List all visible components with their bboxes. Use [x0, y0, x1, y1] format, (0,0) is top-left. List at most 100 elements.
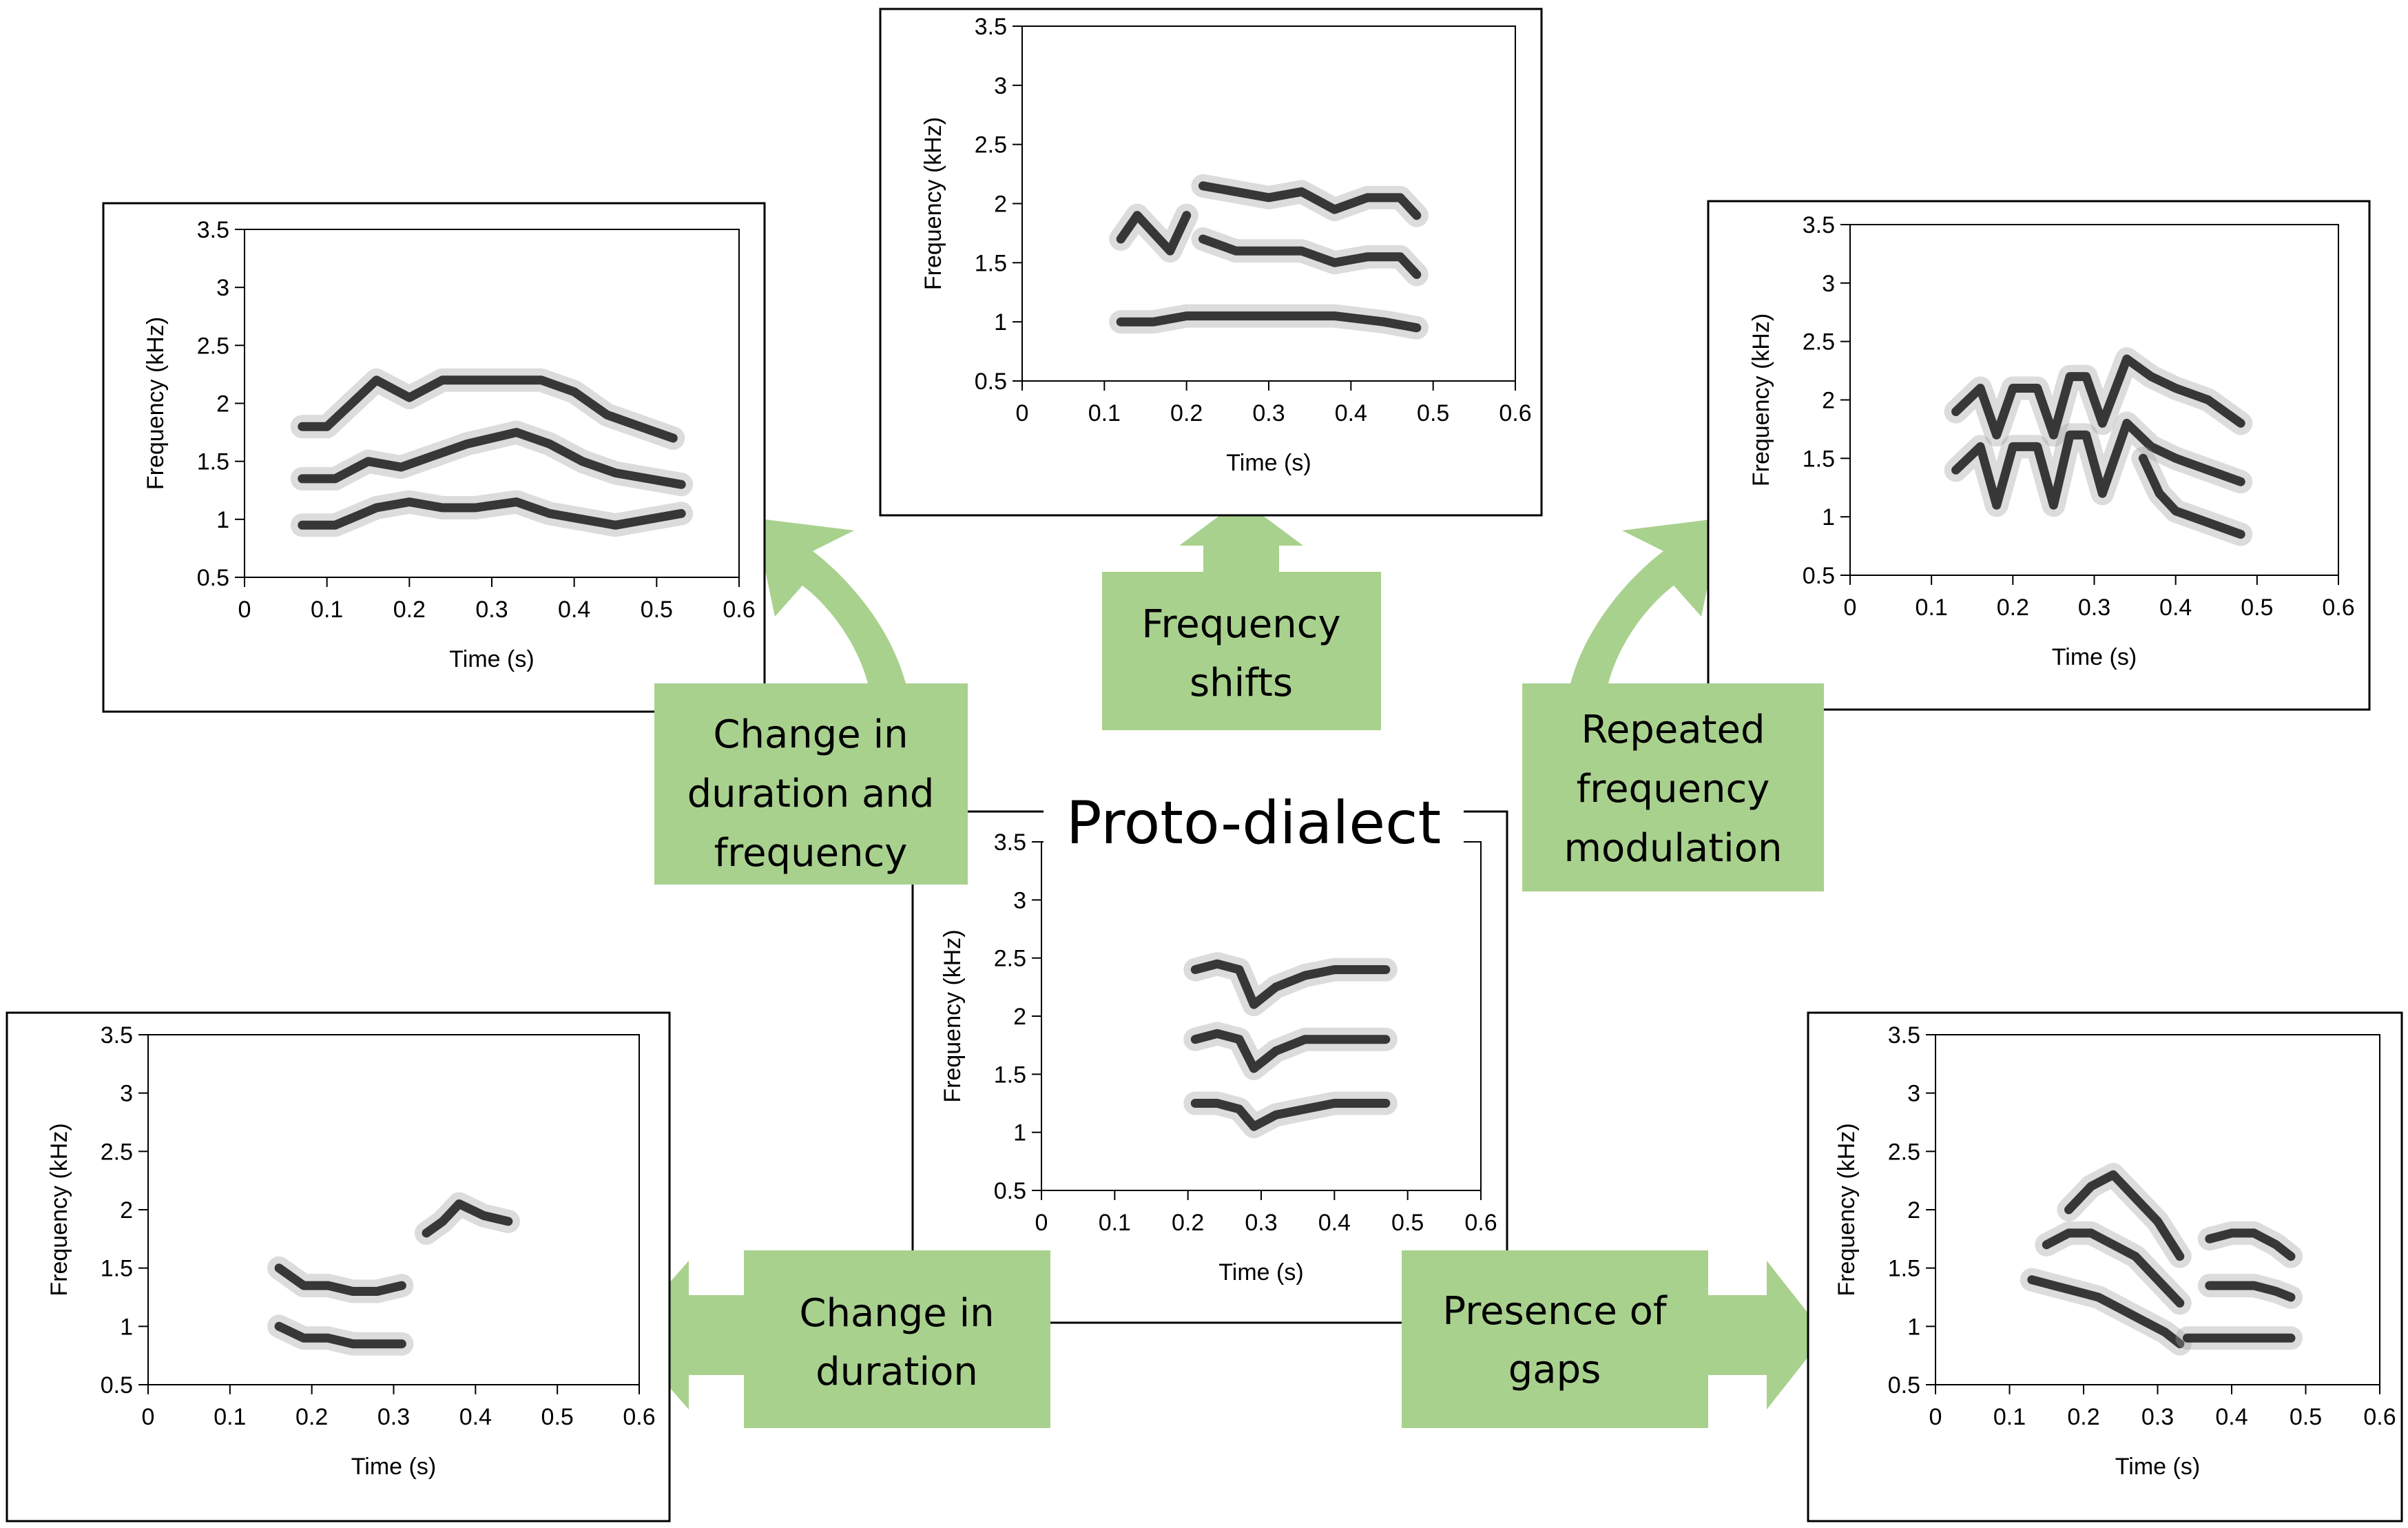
y-tick-label: 3: [1907, 1081, 1920, 1107]
label-frequency-shifts: Frequency shifts: [1102, 572, 1381, 730]
y-tick-label: 0.5: [1888, 1372, 1920, 1398]
harmonic-band: [1951, 354, 2245, 440]
x-tick-label: 0.5: [1391, 1210, 1424, 1236]
harmonic-band: [274, 1321, 406, 1349]
x-tick-label: 0.5: [1417, 400, 1449, 426]
y-tick-label: 0.5: [994, 1178, 1026, 1204]
title-backing: [1044, 778, 1464, 861]
x-tick-label: 0.2: [1170, 400, 1203, 426]
y-tick-label: 3: [216, 275, 229, 301]
label-line: Presence of: [1442, 1289, 1667, 1334]
duration-and-frequency-spectrogram: 0.5 1 1.5 2 2.5 3 3.5 0 0.1 0.2 0.3 0.4 0.5 0.6 Time (…: [143, 217, 756, 672]
y-tick-label: 1: [994, 309, 1007, 335]
x-tick-label: 0: [142, 1404, 155, 1430]
label-line: Change in: [713, 712, 908, 757]
y-tick-label: 0.5: [101, 1372, 133, 1398]
label-box: [1522, 683, 1824, 891]
y-tick-label: 1: [216, 507, 229, 533]
y-tick-label: 3: [994, 73, 1007, 99]
label-line: modulation: [1564, 826, 1783, 871]
y-tick-label: 1.5: [975, 250, 1007, 276]
y-tick-label: 0.5: [197, 565, 229, 591]
harmonic-band: [2205, 1281, 2296, 1302]
y-tick-label: 2: [1907, 1197, 1920, 1224]
y-tick-label: 2.5: [101, 1139, 133, 1165]
label-box: [1402, 1250, 1708, 1428]
y-tick-label: 1.5: [1888, 1256, 1920, 1282]
x-tick-label: 0.4: [2215, 1404, 2248, 1430]
label-line: duration: [816, 1350, 978, 1394]
label-line: shifts: [1190, 661, 1293, 705]
y-tick-label: 2.5: [1888, 1139, 1920, 1165]
x-tick-label: 0.1: [214, 1404, 246, 1430]
frequency-shifts-spectrogram: 0.5 1 1.5 2 2.5 3 3.5 0 0.1 0.2 0.3 0.4 0.5 0.6 Time (…: [920, 14, 1532, 476]
y-tick-label: 3.5: [101, 1022, 133, 1049]
y-tick-label: 2: [1822, 388, 1835, 414]
label-line: Frequency: [1141, 602, 1340, 647]
x-axis-label: Time (s): [351, 1454, 436, 1480]
y-tick-label: 0.5: [1803, 563, 1835, 589]
gaps-spectrogram: 0.5 1 1.5 2 2.5 3 3.5 0 0.1 0.2 0.3 0.4 0.5 0.6 Time (…: [1834, 1022, 2396, 1480]
label-line: frequency: [1577, 767, 1770, 812]
x-tick-label: 0.3: [2141, 1404, 2174, 1430]
harmonic-band: [298, 497, 686, 530]
panel-gaps: 0.5 1 1.5 2 2.5 3 3.5 0 0.1 0.2 0.3 0.4 0.5 0.6 Time (…: [1807, 1011, 2403, 1522]
harmonic-band: [1951, 418, 2245, 510]
y-tick-label: 3: [1822, 271, 1835, 297]
y-tick-label: 2.5: [1803, 329, 1835, 355]
x-axis-label: Time (s): [449, 646, 534, 672]
harmonic-band: [1198, 234, 1422, 279]
harmonic-band: [2064, 1170, 2185, 1261]
panel-repeated-modulation: 0.5 1 1.5 2 2.5 3 3.5 0 0.1 0.2 0.3 0.4 0.5 0.6 Time (…: [1707, 200, 2371, 711]
harmonic-band: [1116, 311, 1422, 333]
y-axis-label: Frequency (kHz): [1748, 313, 1774, 486]
arrow-to-frequency-shifts: [1179, 499, 1303, 572]
arrows: [623, 499, 1825, 1410]
y-tick-label: 2.5: [994, 946, 1026, 972]
label-gaps: Presence of gaps: [1402, 1250, 1708, 1428]
x-tick-label: 0.4: [2159, 595, 2192, 621]
y-tick-label: 1.5: [197, 449, 229, 475]
x-tick-label: 0.3: [475, 597, 508, 623]
y-tick-label: 3.5: [1888, 1022, 1920, 1049]
x-tick-label: 0.3: [1252, 400, 1285, 426]
label-line: duration and: [687, 772, 935, 816]
repeated-modulation-spectrogram: 0.5 1 1.5 2 2.5 3 3.5 0 0.1 0.2 0.3 0.4 0.5 0.6 Time (…: [1748, 212, 2355, 670]
harmonic-band: [2027, 1275, 2185, 1349]
x-axis-label: Time (s): [2115, 1454, 2200, 1480]
harmonic-band: [298, 375, 678, 443]
x-tick-label: 0.5: [541, 1404, 574, 1430]
y-axis-label: Frequency (kHz): [1834, 1123, 1860, 1296]
proto-dialect-frame: [911, 810, 1508, 1324]
y-axis-label: Frequency (kHz): [46, 1123, 72, 1296]
label-line: frequency: [714, 831, 908, 876]
x-tick-label: 0.2: [1172, 1210, 1204, 1236]
arrow-to-duration: [623, 1261, 744, 1410]
x-tick-label: 0.1: [1088, 400, 1121, 426]
gaps-frame: [1807, 1011, 2403, 1522]
y-tick-label: 2.5: [975, 132, 1007, 158]
x-tick-label: 0.6: [2322, 595, 2354, 621]
x-tick-label: 0.2: [295, 1404, 328, 1430]
harmonic-band: [2042, 1228, 2185, 1308]
x-tick-label: 0.4: [1318, 1210, 1351, 1236]
x-tick-label: 0.4: [558, 597, 590, 623]
y-tick-label: 3: [1013, 887, 1026, 913]
y-tick-label: 1.5: [101, 1256, 133, 1282]
x-tick-label: 0.1: [1993, 1404, 2026, 1430]
y-tick-label: 3.5: [1803, 212, 1835, 238]
x-tick-label: 0.3: [377, 1404, 410, 1430]
label-line: Repeated: [1581, 708, 1765, 752]
harmonic-band: [2138, 453, 2245, 539]
x-tick-label: 0: [1035, 1210, 1048, 1236]
x-tick-label: 0: [1844, 595, 1857, 621]
y-tick-label: 2: [120, 1197, 133, 1224]
arrow-to-repeated-modulation: [1570, 518, 1722, 683]
y-tick-label: 2: [994, 192, 1007, 218]
y-tick-label: 1.5: [1803, 446, 1835, 472]
x-tick-label: 0.4: [459, 1404, 492, 1430]
x-tick-label: 0.6: [1499, 400, 1531, 426]
y-axis-label: Frequency (kHz): [920, 117, 946, 290]
x-tick-label: 0.4: [1335, 400, 1367, 426]
